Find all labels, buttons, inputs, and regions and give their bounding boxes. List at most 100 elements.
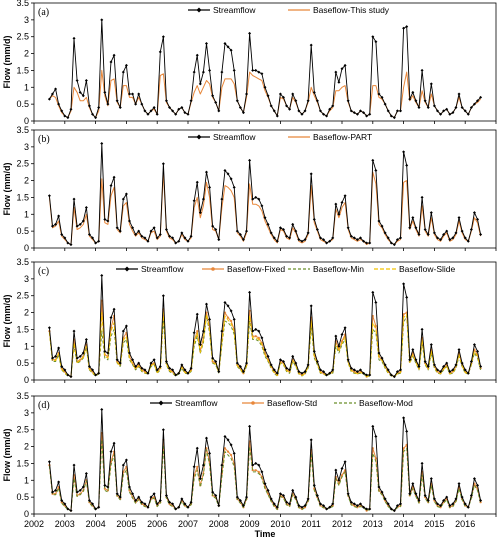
data-point (315, 493, 319, 497)
legend-label: Streamflow (213, 5, 256, 15)
data-point (414, 492, 418, 496)
y-tick-label: 0 (24, 116, 29, 126)
data-point (291, 222, 295, 226)
data-point (57, 480, 61, 484)
data-point (81, 94, 85, 98)
data-point (395, 109, 399, 113)
data-point (368, 507, 372, 511)
data-point (97, 371, 101, 375)
data-point (232, 68, 236, 72)
data-point (479, 365, 483, 369)
y-tick-label: 3.5 (16, 125, 29, 135)
data-point (152, 492, 156, 496)
data-point (195, 53, 199, 57)
data-point (281, 359, 285, 363)
data-point (81, 219, 85, 223)
data-point (466, 371, 470, 375)
data-point (127, 219, 131, 223)
data-point (426, 233, 430, 237)
data-point (208, 185, 212, 189)
x-tick-label: 2015 (424, 519, 444, 529)
data-point (399, 502, 403, 506)
data-point (245, 229, 249, 233)
data-point (294, 99, 298, 103)
data-point (448, 112, 452, 116)
legend-item-4: Baseflow-Slide (374, 264, 455, 274)
data-point (260, 72, 264, 76)
data-point (325, 373, 329, 377)
data-point (306, 497, 310, 501)
data-point (288, 368, 292, 372)
data-point (417, 499, 421, 503)
legend-item-2: Baseflow-Fixed (202, 264, 285, 274)
data-point (380, 356, 384, 360)
data-point (112, 307, 116, 311)
data-point (371, 290, 375, 294)
data-point (358, 502, 362, 506)
data-point (103, 90, 107, 94)
data-point (91, 112, 95, 116)
data-point (214, 227, 218, 231)
data-point (263, 348, 267, 352)
panel-label: (b) (38, 134, 50, 145)
data-point (226, 450, 230, 453)
data-point (257, 470, 260, 473)
data-point (457, 216, 461, 220)
data-point (377, 485, 381, 489)
data-point (223, 447, 227, 450)
data-point (315, 359, 319, 363)
data-point (254, 68, 258, 72)
data-point (325, 507, 329, 511)
data-point (383, 497, 387, 501)
legend-item-1: Streamflow (150, 398, 218, 408)
data-point (241, 370, 245, 374)
data-point (195, 446, 199, 450)
data-point (211, 224, 215, 228)
data-point (204, 302, 208, 306)
legend-item-1: Streamflow (188, 132, 256, 142)
data-point (180, 363, 184, 367)
legend-marker (251, 401, 255, 405)
data-point (214, 100, 218, 104)
data-point (103, 483, 107, 487)
data-point (196, 330, 199, 333)
legend-item-3: Baseflow-Min (288, 264, 364, 274)
data-point (78, 488, 82, 492)
y-tick-label: 2.5 (16, 159, 29, 169)
data-point (328, 505, 332, 509)
data-point (374, 434, 378, 438)
data-point (121, 329, 125, 333)
y-tick-label: 2 (24, 308, 29, 318)
data-point (223, 434, 227, 438)
data-point (448, 504, 452, 508)
legend-label: Streamflow (175, 398, 218, 408)
data-point (230, 319, 233, 323)
data-point (423, 493, 427, 497)
data-point (411, 216, 415, 220)
data-point (476, 349, 480, 353)
x-tick-label: 2002 (24, 519, 44, 529)
data-point (47, 97, 51, 101)
data-point (328, 239, 332, 243)
data-point (469, 493, 473, 497)
data-point (118, 106, 122, 110)
data-point (309, 43, 313, 47)
data-point (368, 373, 372, 377)
data-point (306, 363, 310, 367)
data-point (146, 505, 150, 509)
data-point (386, 502, 390, 506)
data-point (358, 236, 362, 240)
data-point (124, 324, 128, 328)
data-point (405, 163, 409, 167)
data-point (134, 102, 138, 106)
legend-item-1: Streamflow (188, 5, 256, 15)
data-point (164, 99, 168, 103)
data-point (50, 92, 54, 96)
data-point (245, 361, 249, 365)
y-tick-label: 0.5 (16, 99, 29, 109)
y-tick-label: 1 (24, 475, 29, 485)
data-point (278, 92, 282, 96)
y-tick-label: 3 (24, 142, 29, 152)
data-point (127, 92, 131, 96)
data-point (463, 368, 467, 372)
